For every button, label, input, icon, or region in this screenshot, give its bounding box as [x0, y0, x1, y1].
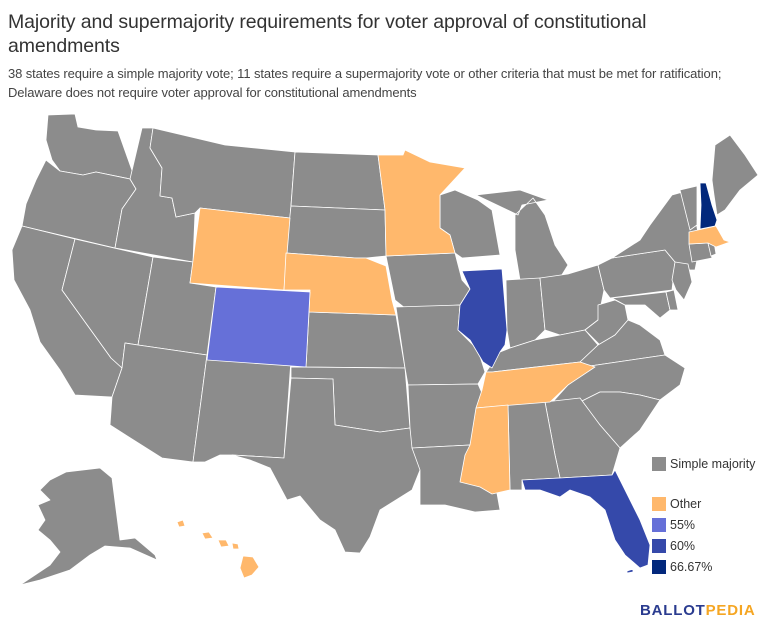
state-north-dakota[interactable] — [290, 151, 386, 211]
state-indiana[interactable] — [505, 277, 546, 349]
us-map-svg — [11, 113, 759, 586]
legend-item-55: 55% — [652, 517, 768, 538]
state-new-hampshire[interactable] — [699, 182, 718, 230]
legend-swatch-gray — [652, 457, 666, 471]
legend-item-6667: 66.67% — [652, 559, 768, 580]
state-kansas[interactable] — [305, 311, 406, 369]
legend-swatch-navy — [652, 560, 666, 574]
legend-item-60: 60% — [652, 538, 768, 559]
state-arizona[interactable] — [109, 342, 208, 463]
state-hawaii-big-island[interactable] — [239, 555, 260, 579]
us-map — [0, 105, 768, 634]
legend-label: 60% — [670, 539, 696, 553]
state-minnesota[interactable] — [377, 149, 466, 257]
state-colorado[interactable] — [206, 286, 311, 368]
state-texas[interactable] — [231, 377, 421, 554]
state-montana[interactable] — [149, 127, 296, 219]
state-massachusetts[interactable] — [688, 225, 731, 248]
state-alaska[interactable] — [19, 467, 158, 586]
state-michigan[interactable] — [475, 189, 569, 281]
legend-swatch-blue — [652, 539, 666, 553]
logo-part-pedia: PEDIA — [705, 602, 756, 619]
state-florida[interactable] — [521, 469, 651, 569]
chart-subtitle: 38 states require a simple majority vote… — [8, 66, 722, 100]
state-hawaii-kauai[interactable] — [176, 519, 186, 528]
state-maine[interactable] — [711, 134, 759, 216]
legend-item-simple-majority: Simple majority — [652, 456, 768, 496]
ballotpedia-logo: BALLOTPEDIA — [640, 602, 755, 619]
map-legend: Simple majority Other 55% 60% 66.67% — [652, 456, 768, 580]
legend-item-other: Other — [652, 496, 768, 517]
state-hawaii-oahu[interactable] — [201, 531, 214, 540]
legend-swatch-light-blue — [652, 518, 666, 532]
state-vermont[interactable] — [679, 185, 698, 231]
legend-label: Other — [670, 497, 702, 511]
state-new-jersey[interactable] — [671, 261, 693, 301]
state-hawaii-maui[interactable] — [217, 539, 240, 550]
state-florida-keys[interactable] — [626, 568, 634, 574]
state-iowa[interactable] — [385, 252, 471, 309]
legend-label: 55% — [670, 518, 696, 532]
chart-title: Majority and supermajority requirements … — [8, 11, 647, 57]
state-wyoming[interactable] — [189, 207, 291, 291]
state-tennessee[interactable] — [475, 361, 596, 409]
state-new-mexico[interactable] — [192, 354, 292, 463]
legend-swatch-orange — [652, 497, 666, 511]
state-mississippi[interactable] — [459, 404, 511, 495]
legend-label: Simple majority — [670, 457, 756, 471]
legend-label: 66.67% — [670, 560, 713, 574]
state-washington[interactable] — [45, 113, 135, 180]
state-pennsylvania[interactable] — [597, 249, 676, 299]
logo-part-ballot: BALLOT — [640, 602, 706, 619]
state-south-dakota[interactable] — [285, 205, 387, 259]
state-illinois[interactable] — [457, 268, 508, 369]
state-delaware[interactable] — [665, 289, 679, 311]
state-nebraska[interactable] — [283, 252, 397, 316]
